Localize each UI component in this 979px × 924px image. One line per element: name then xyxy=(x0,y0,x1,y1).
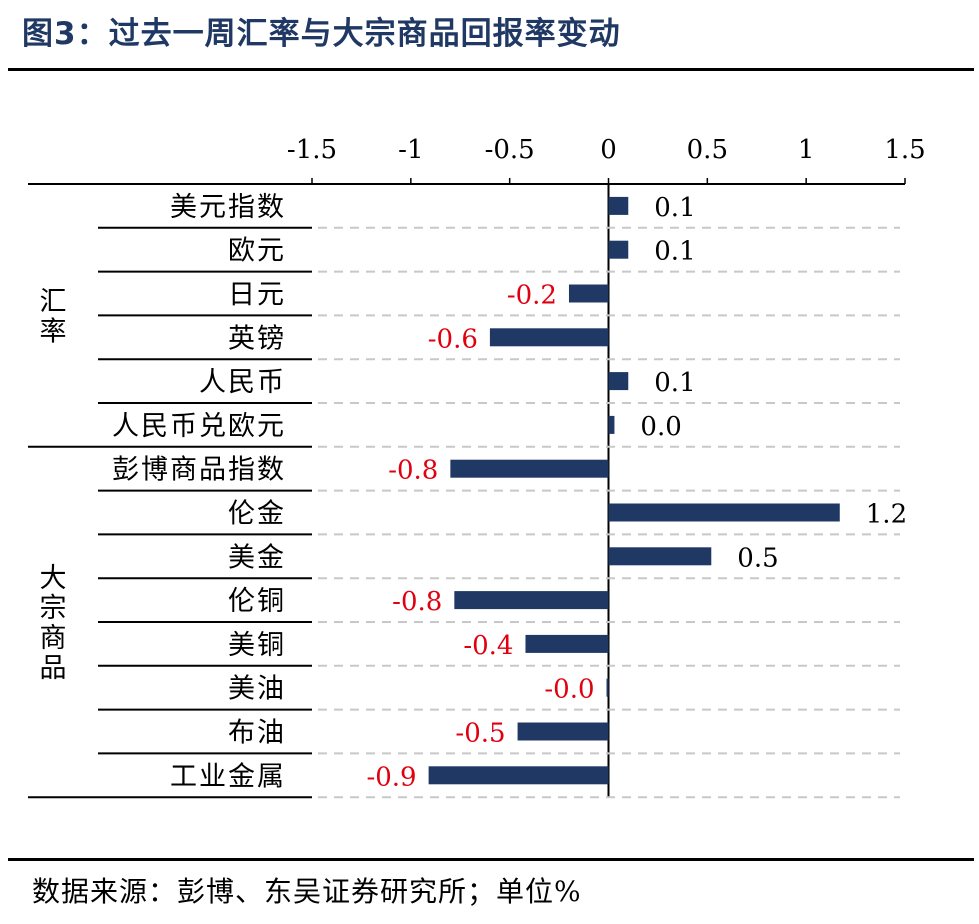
category-label: 彭博商品指数 xyxy=(112,455,286,486)
category-label: 日元 xyxy=(228,280,286,311)
bar xyxy=(525,634,609,653)
x-tick-label: 1.5 xyxy=(884,135,925,165)
data-label: -0.6 xyxy=(428,324,478,354)
x-tick-label: 1 xyxy=(798,135,815,165)
data-label: -0.9 xyxy=(366,762,416,792)
bar xyxy=(454,591,609,610)
bar xyxy=(608,196,629,215)
group-label-char: 大 xyxy=(40,563,67,594)
data-label: -0.4 xyxy=(463,631,513,661)
bar xyxy=(568,284,609,303)
group-label-char: 宗 xyxy=(40,593,67,624)
x-tick-label: -1 xyxy=(398,135,423,165)
category-label: 伦铜 xyxy=(228,586,286,617)
data-label: 0.5 xyxy=(737,543,778,573)
data-label: 0.0 xyxy=(640,412,681,442)
category-label: 美油 xyxy=(228,674,286,705)
category-label: 欧元 xyxy=(228,236,286,267)
category-label: 英镑 xyxy=(228,323,286,354)
bar xyxy=(608,240,629,259)
x-tick-label: -1.5 xyxy=(287,135,337,165)
data-label: 0.1 xyxy=(654,237,695,267)
category-label: 美元指数 xyxy=(170,192,286,223)
group-label-char: 汇 xyxy=(40,286,67,317)
x-tick-label: -0.5 xyxy=(485,135,535,165)
data-label: -0.8 xyxy=(388,456,438,486)
data-label: -0.5 xyxy=(455,719,505,749)
footer-divider xyxy=(8,858,974,861)
bar xyxy=(608,547,712,566)
bar xyxy=(517,722,609,741)
bar xyxy=(428,766,609,785)
category-label: 布油 xyxy=(228,718,286,749)
data-label: 0.1 xyxy=(654,368,695,398)
bar xyxy=(608,503,840,522)
category-label: 美铜 xyxy=(228,630,286,661)
data-label: -0.2 xyxy=(507,281,557,311)
bar xyxy=(608,372,629,391)
category-label: 美金 xyxy=(228,542,286,573)
x-tick-label: 0.5 xyxy=(687,135,728,165)
category-label: 人民币兑欧元 xyxy=(112,411,286,442)
x-tick-label: 0 xyxy=(600,135,617,165)
bar xyxy=(489,328,609,347)
group-label-char: 商 xyxy=(40,623,67,654)
chart-title: 图3：过去一周汇率与大宗商品回报率变动 xyxy=(22,16,621,52)
bar xyxy=(606,678,609,697)
group-label-char: 品 xyxy=(40,653,67,684)
bar xyxy=(450,459,609,478)
data-label: -0.0 xyxy=(544,675,594,705)
group-label-char: 率 xyxy=(40,316,67,347)
category-label: 伦金 xyxy=(228,499,286,530)
data-label: 1.2 xyxy=(866,500,907,530)
source-note: 数据来源：彭博、东吴证券研究所；单位% xyxy=(32,875,582,908)
title-divider xyxy=(8,68,974,71)
bar xyxy=(608,415,615,434)
data-label: -0.8 xyxy=(392,587,442,617)
category-label: 工业金属 xyxy=(170,761,286,792)
category-label: 人民币 xyxy=(199,367,286,398)
data-label: 0.1 xyxy=(654,193,695,223)
